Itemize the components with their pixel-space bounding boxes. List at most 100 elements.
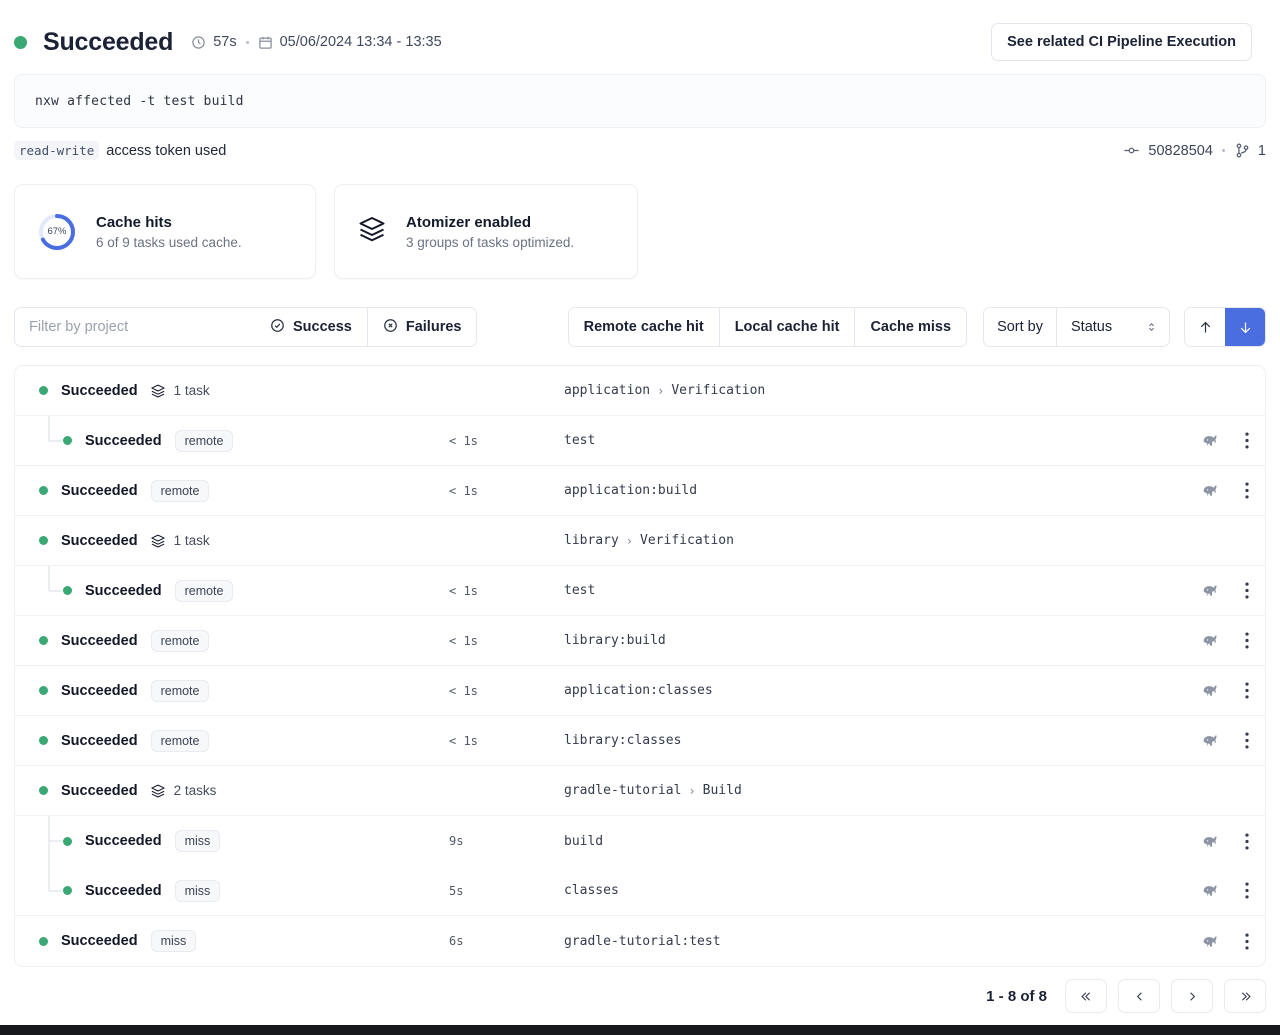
- row-name: library › Verification: [564, 533, 734, 548]
- cache-badge: miss: [174, 830, 221, 852]
- row-duration: < 1s: [449, 583, 478, 598]
- cache-badge: remote: [174, 579, 234, 602]
- gradle-elephant-icon[interactable]: [1201, 432, 1221, 449]
- filter-by-project-input[interactable]: [15, 308, 255, 346]
- row-actions: [1201, 882, 1249, 899]
- row-status-label: Succeeded: [85, 833, 162, 849]
- local-cache-hit-button[interactable]: Local cache hit: [719, 308, 856, 346]
- status-dot: [39, 536, 48, 545]
- branch-icon: [1234, 142, 1251, 159]
- cache-badge: miss: [174, 879, 221, 902]
- cache-badge: remote: [150, 629, 210, 652]
- table-row[interactable]: Succeeded miss 6s gradle-tutorial:test: [15, 916, 1265, 966]
- more-vertical-icon[interactable]: [1245, 932, 1249, 950]
- cache-filter-group: Remote cache hit Local cache hit Cache m…: [567, 307, 968, 347]
- more-vertical-icon[interactable]: [1245, 882, 1249, 899]
- duration-value: 57s: [213, 34, 237, 50]
- task-list: Succeeded 1 task application › Verification S…: [14, 365, 1266, 967]
- more-vertical-icon[interactable]: [1245, 432, 1249, 449]
- commit-icon: [1123, 142, 1140, 159]
- table-row[interactable]: Succeeded remote < 1s application:classes: [15, 666, 1265, 716]
- row-duration: 9s: [449, 834, 464, 848]
- gradle-elephant-icon[interactable]: [1201, 882, 1221, 899]
- gradle-elephant-icon[interactable]: [1201, 482, 1221, 499]
- chevron-right-icon: ›: [688, 783, 696, 798]
- row-name: library:build: [564, 633, 666, 648]
- table-row[interactable]: Succeeded miss 9s build: [15, 816, 1265, 866]
- see-related-ci-pipeline-button[interactable]: See related CI Pipeline Execution: [991, 23, 1252, 61]
- token-scope-chip: read-write: [14, 141, 100, 160]
- chevron-right-icon: ›: [657, 383, 665, 398]
- status-dot: [39, 936, 48, 946]
- remote-cache-hit-button[interactable]: Remote cache hit: [568, 308, 720, 346]
- row-status: Succeeded 1 task: [15, 533, 1265, 549]
- gradle-elephant-icon[interactable]: [1201, 933, 1221, 950]
- row-status: Succeeded remote: [15, 679, 1265, 702]
- sort-by-label: Sort by: [984, 308, 1057, 346]
- status-dot: [63, 586, 72, 595]
- task-group-row[interactable]: Succeeded 1 task library › Verification: [15, 516, 1265, 566]
- command-text: nxw affected -t test build: [35, 93, 244, 109]
- status-dot: [39, 686, 48, 695]
- table-row[interactable]: Succeeded remote < 1s test: [15, 416, 1265, 466]
- gradle-elephant-icon[interactable]: [1201, 582, 1221, 599]
- row-phase: Build: [702, 783, 742, 798]
- row-actions: [1201, 932, 1249, 950]
- table-row[interactable]: Succeeded remote < 1s test: [15, 566, 1265, 616]
- row-task-count: 1 task: [173, 383, 210, 398]
- row-status: Succeeded miss: [15, 830, 1265, 852]
- gradle-elephant-icon[interactable]: [1201, 833, 1221, 850]
- task-group-row[interactable]: Succeeded 2 tasks gradle-tutorial › Build: [15, 766, 1265, 816]
- gradle-elephant-icon[interactable]: [1201, 732, 1221, 749]
- token-row: read-write access token used 50828504 1: [0, 128, 1280, 160]
- success-filter-button[interactable]: Success: [255, 308, 368, 346]
- cache-miss-button[interactable]: Cache miss: [855, 308, 967, 346]
- row-name: test: [564, 583, 596, 598]
- token-text: access token used: [106, 142, 227, 159]
- atomizer-subtitle: 3 groups of tasks optimized.: [406, 234, 575, 250]
- table-row[interactable]: Succeeded miss 5s classes: [15, 866, 1265, 916]
- gradle-elephant-icon[interactable]: [1201, 632, 1221, 649]
- calendar-icon: [258, 35, 273, 50]
- task-group-row[interactable]: Succeeded 1 task application › Verification: [15, 366, 1265, 416]
- status-dot: [14, 35, 27, 49]
- cache-badge: remote: [150, 479, 210, 502]
- first-page-button[interactable]: [1065, 979, 1107, 1013]
- more-vertical-icon[interactable]: [1245, 732, 1249, 749]
- cache-badge: remote: [150, 729, 210, 752]
- cache-hits-subtitle: 6 of 9 tasks used cache.: [96, 234, 242, 250]
- row-phase: Verification: [671, 383, 766, 398]
- next-page-button[interactable]: [1171, 979, 1213, 1013]
- more-vertical-icon[interactable]: [1245, 632, 1249, 649]
- row-project: library: [564, 533, 619, 548]
- row-phase: Verification: [640, 533, 734, 548]
- sort-by-select[interactable]: Status: [1057, 308, 1169, 346]
- more-vertical-icon[interactable]: [1245, 482, 1249, 499]
- table-row[interactable]: Succeeded remote < 1s application:build: [15, 466, 1265, 516]
- layers-icon: [150, 783, 166, 799]
- row-duration: 6s: [449, 934, 464, 948]
- sort-descending-button[interactable]: [1225, 308, 1265, 346]
- table-row[interactable]: Succeeded remote < 1s library:build: [15, 616, 1265, 666]
- more-vertical-icon[interactable]: [1245, 832, 1249, 850]
- cache-badge: miss: [150, 930, 197, 952]
- failures-filter-button[interactable]: Failures: [367, 308, 477, 346]
- pagination-summary: 1 - 8 of 8: [986, 987, 1047, 1005]
- row-name: gradle-tutorial › Build: [564, 783, 742, 798]
- table-row[interactable]: Succeeded remote < 1s library:classes: [15, 716, 1265, 766]
- previous-page-button[interactable]: [1118, 979, 1160, 1013]
- row-name: application:build: [564, 483, 698, 498]
- summary-cards: 67% Cache hits 6 of 9 tasks used cache. …: [0, 160, 1280, 279]
- row-project: application: [564, 383, 651, 398]
- token-separator: [1221, 149, 1225, 152]
- chevron-right-icon: ›: [625, 533, 634, 548]
- more-vertical-icon[interactable]: [1245, 682, 1249, 699]
- failures-filter-label: Failures: [405, 319, 462, 335]
- last-page-button[interactable]: [1224, 979, 1266, 1013]
- sort-ascending-button[interactable]: [1185, 308, 1225, 346]
- status-dot: [39, 736, 48, 745]
- gradle-elephant-icon[interactable]: [1201, 682, 1221, 699]
- row-status: Succeeded 1 task: [15, 383, 1265, 399]
- row-duration: 5s: [449, 883, 464, 898]
- more-vertical-icon[interactable]: [1245, 582, 1249, 599]
